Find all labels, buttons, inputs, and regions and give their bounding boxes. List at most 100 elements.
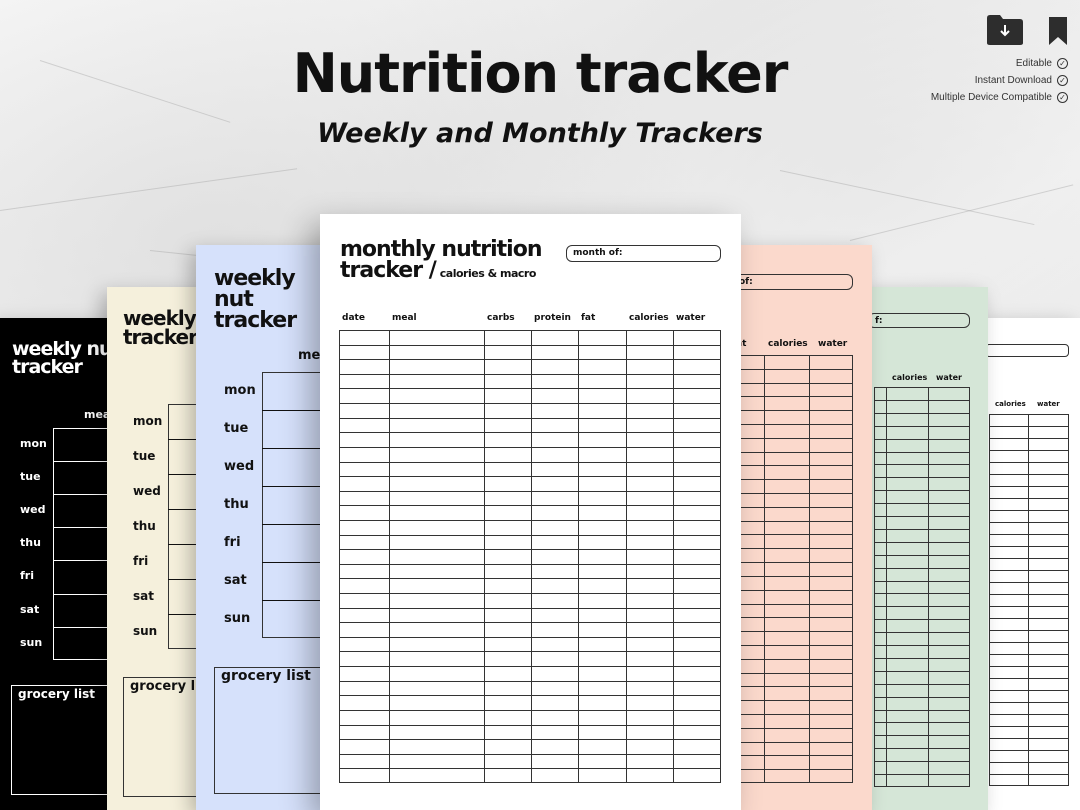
grid-row-line: [732, 714, 853, 715]
grid-line: [809, 355, 810, 783]
grid-row-line: [989, 558, 1069, 559]
grid-row-line: [989, 690, 1069, 691]
day-label-sat: sat: [224, 573, 247, 588]
grid-row-line: [989, 642, 1069, 643]
grid-row-line: [874, 400, 970, 401]
feature-item: Instant Download ✓: [975, 75, 1068, 86]
column-header: water: [1037, 400, 1060, 408]
meal-label: me: [298, 348, 321, 363]
grid-row-line: [732, 479, 853, 480]
feature-item: Editable ✓: [1016, 58, 1068, 69]
column-header: water: [936, 373, 962, 382]
column-header-meal: meal: [392, 313, 417, 323]
grid-col-line: [626, 330, 627, 783]
day-row-line: [168, 614, 217, 615]
day-label-tue: tue: [133, 449, 156, 463]
grid-row-line: [874, 774, 970, 775]
grid-row-line: [874, 477, 970, 478]
day-row-line: [168, 439, 217, 440]
grid-row-line: [732, 645, 853, 646]
grid-row-line: [989, 750, 1069, 751]
check-circle-icon: ✓: [1057, 75, 1068, 86]
grid-row-line: [339, 549, 721, 550]
grid-row-line: [732, 452, 853, 453]
grid-row-line: [989, 534, 1069, 535]
grid-row-line: [989, 426, 1069, 427]
grid-row-line: [732, 673, 853, 674]
grid-line: [886, 387, 887, 787]
grid-row-line: [989, 510, 1069, 511]
grid-row-line: [874, 555, 970, 556]
day-label-mon: mon: [133, 414, 163, 428]
monthly-sheet-green: f: calories water: [868, 287, 988, 810]
week-grid: [53, 428, 130, 660]
column-header-fat: fat: [581, 313, 596, 323]
grid-row-line: [339, 535, 721, 536]
grid-row-line: [339, 593, 721, 594]
grocery-box: [214, 667, 336, 794]
grid-row-line: [989, 606, 1069, 607]
day-label-fri: fri: [20, 569, 34, 582]
grid-row-line: [339, 418, 721, 419]
column-header-date: date: [342, 313, 365, 323]
day-label-wed: wed: [224, 459, 255, 474]
grid-row-line: [874, 413, 970, 414]
check-circle-icon: ✓: [1057, 92, 1068, 103]
grid-row-line: [339, 739, 721, 740]
grid-row-line: [874, 452, 970, 453]
day-label-mon: mon: [224, 383, 256, 398]
day-row-line: [262, 448, 336, 449]
folder-download-icon[interactable]: [986, 14, 1024, 46]
grid-box: [874, 387, 970, 787]
day-label-thu: thu: [20, 536, 41, 549]
grid-row-line: [989, 594, 1069, 595]
grid-row-line: [989, 726, 1069, 727]
column-header-protein: protein: [534, 313, 571, 323]
grid-row-line: [339, 432, 721, 433]
grid-row-line: [732, 562, 853, 563]
grid-row-line: [732, 631, 853, 632]
grid-row-line: [989, 498, 1069, 499]
weekly-sheet-blue: weekly nut tracker me mon tue wed thu fri sat…: [196, 245, 336, 810]
grid-row-line: [874, 748, 970, 749]
grid-row-line: [874, 722, 970, 723]
column-header-water: water: [676, 313, 706, 323]
grid-row-line: [874, 581, 970, 582]
grid-row-line: [339, 403, 721, 404]
grid-row-line: [339, 681, 721, 682]
bookmark-icon[interactable]: [1048, 16, 1068, 46]
month-field: f:: [868, 313, 970, 328]
grid-row-line: [339, 491, 721, 492]
month-field: month of:: [566, 245, 721, 262]
grid-row-line: [874, 697, 970, 698]
grid-row-line: [339, 564, 721, 565]
grid-row-line: [339, 651, 721, 652]
grid-row-line: [339, 505, 721, 506]
column-header-calories: calories: [629, 313, 669, 323]
grid-line: [764, 355, 765, 783]
grocery-label: grocery lis: [130, 679, 208, 694]
grid-row-line: [339, 637, 721, 638]
week-grid: [262, 372, 336, 638]
grid-row-line: [339, 520, 721, 521]
grid-row-line: [732, 396, 853, 397]
grocery-box: [11, 685, 130, 795]
grid-row-line: [874, 632, 970, 633]
grocery-box: [123, 677, 217, 797]
grid-row-line: [874, 568, 970, 569]
grid-row-line: [989, 522, 1069, 523]
grid-row-line: [732, 521, 853, 522]
grid-row-line: [989, 654, 1069, 655]
page-subtitle: Weekly and Monthly Trackers: [317, 118, 763, 149]
day-label-mon: mon: [20, 437, 47, 450]
grid-row-line: [732, 493, 853, 494]
feature-badges: Editable ✓ Instant Download ✓ Multiple D…: [888, 12, 1068, 122]
grid-row-line: [989, 438, 1069, 439]
grid-row-line: [732, 383, 853, 384]
grid-row-line: [732, 410, 853, 411]
day-label-sun: sun: [133, 624, 158, 638]
grocery-label: grocery list: [221, 668, 311, 684]
grid-row-line: [732, 465, 853, 466]
grid-row-line: [989, 570, 1069, 571]
day-label-thu: thu: [224, 497, 249, 512]
